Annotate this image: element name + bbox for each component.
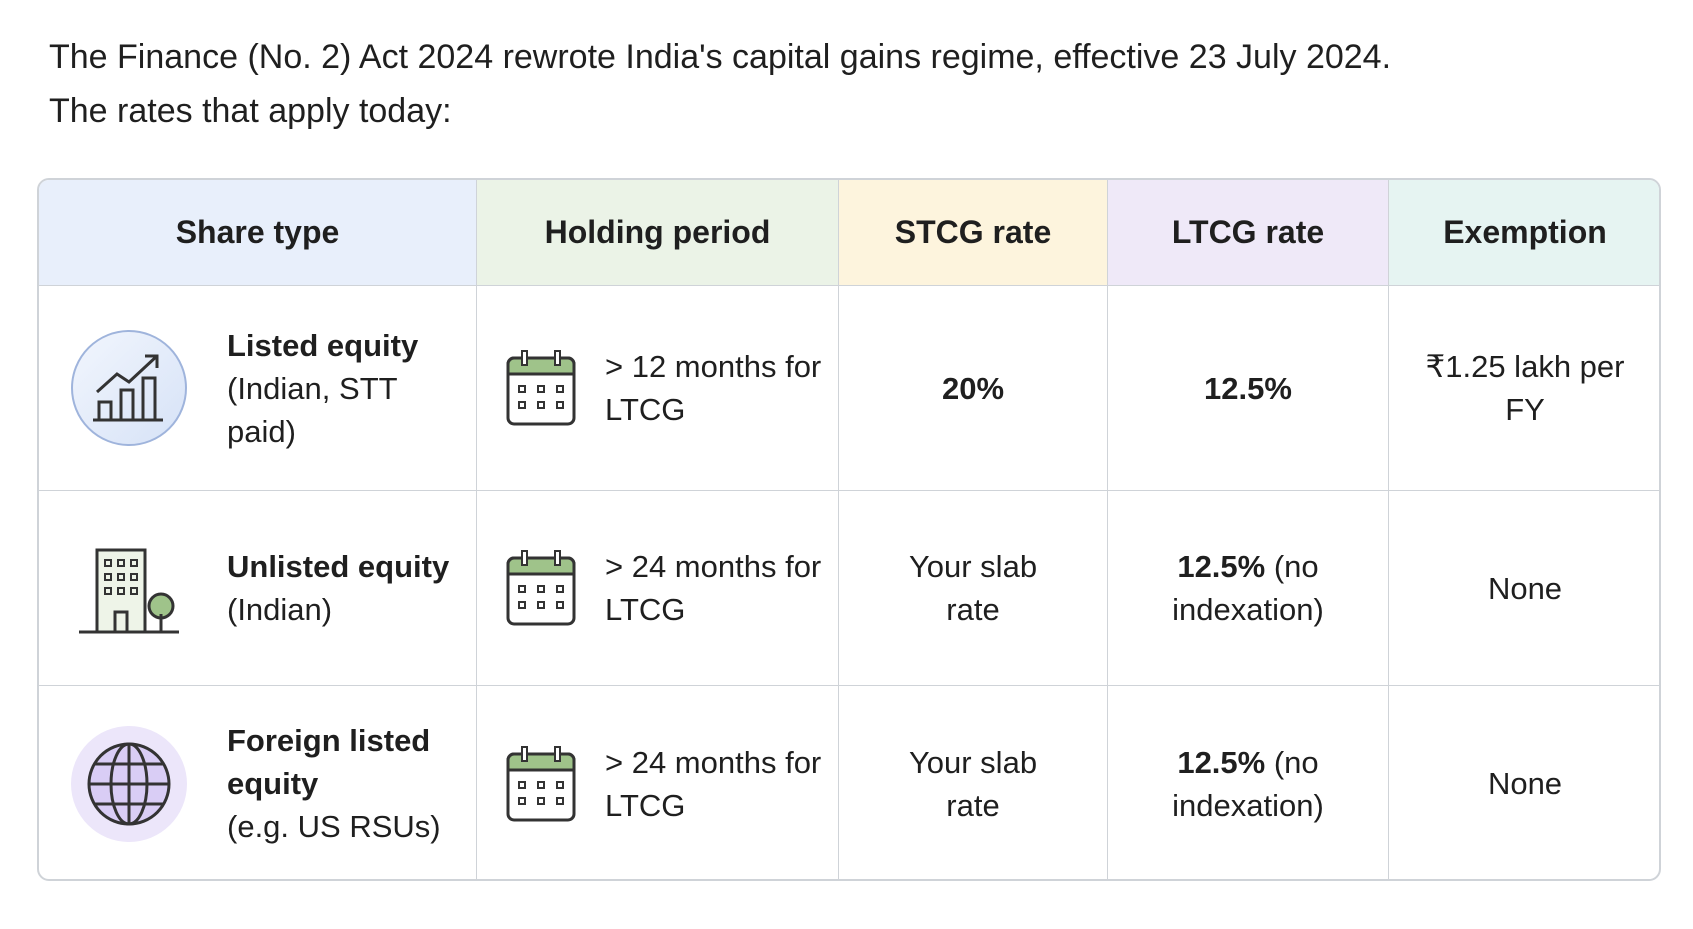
- exemption-cell: None: [1389, 491, 1659, 686]
- ltcg-cell: 12.5%: [1108, 286, 1389, 491]
- share-type-cell: Listed equity (Indian, STT paid): [39, 286, 477, 491]
- header-cell: Holding period: [477, 180, 839, 286]
- stcg-cell: Your slab rate: [839, 686, 1108, 879]
- exemption: None: [1487, 766, 1563, 801]
- header-cell: Exemption: [1389, 180, 1659, 286]
- ltcg-cell: 12.5% (no indexation): [1108, 686, 1389, 879]
- exemption: ₹1.25 lakh per FY: [1425, 349, 1625, 427]
- intro: The Finance (No. 2) Act 2024 rewrote Ind…: [49, 30, 1391, 138]
- intro-line: The Finance (No. 2) Act 2024 rewrote Ind…: [49, 38, 1392, 76]
- holding-cell: > 12 months for LTCG: [477, 286, 839, 491]
- stcg-rate: 20%: [941, 370, 1005, 406]
- exemption-cell: None: [1389, 686, 1659, 879]
- share-type-name: Foreign listed equity: [227, 723, 431, 801]
- exemption-cell: ₹1.25 lakh per FY: [1389, 286, 1659, 491]
- share-type-detail: (Indian): [227, 592, 333, 627]
- ltcg-rate: 12.5%: [1177, 549, 1266, 584]
- header-cell: Share type: [39, 180, 477, 286]
- holding-cell: > 24 months for LTCG: [477, 491, 839, 686]
- globe-icon: [71, 725, 187, 842]
- holding-period: > 24 months for LTCG: [605, 549, 822, 627]
- calendar-icon: [506, 550, 576, 626]
- ltcg-cell: 12.5% (no indexation): [1108, 491, 1389, 686]
- stcg-rate: Your slab rate: [908, 549, 1038, 627]
- ltcg-rate: 12.5%: [1177, 744, 1266, 780]
- ltcg-note: (no indexation): [1172, 549, 1324, 627]
- holding-period: > 24 months for LTCG: [605, 744, 822, 823]
- share-type-detail: (e.g. US RSUs): [227, 809, 441, 844]
- building-icon: [79, 548, 179, 634]
- ltcg-rate: 12.5%: [1204, 370, 1292, 406]
- exemption: None: [1487, 570, 1563, 606]
- calendar-icon: [506, 745, 576, 821]
- share-type-name: Unlisted equity: [227, 549, 450, 584]
- chart-icon: [71, 330, 187, 446]
- share-type-name: Listed equity: [227, 327, 419, 363]
- share-type-cell: Unlisted equity (Indian): [39, 491, 477, 686]
- stcg-cell: Your slab rate: [839, 491, 1108, 686]
- calendar-icon: [506, 350, 576, 426]
- rates-table: Share type Holding period STCG rate LTCG…: [37, 178, 1661, 881]
- stcg-rate: Your slab rate: [908, 744, 1038, 823]
- holding-cell: > 24 months for LTCG: [477, 686, 839, 879]
- header-cell: STCG rate: [839, 180, 1108, 286]
- intro-line: The rates that apply today:: [49, 92, 452, 130]
- holding-period: > 12 months for LTCG: [605, 349, 822, 427]
- ltcg-note: (no indexation): [1172, 744, 1324, 823]
- stcg-cell: 20%: [839, 286, 1108, 491]
- share-type-cell: Foreign listed equity (e.g. US RSUs): [39, 686, 477, 879]
- header-cell: LTCG rate: [1108, 180, 1389, 286]
- share-type-detail: (Indian, STT paid): [227, 370, 398, 449]
